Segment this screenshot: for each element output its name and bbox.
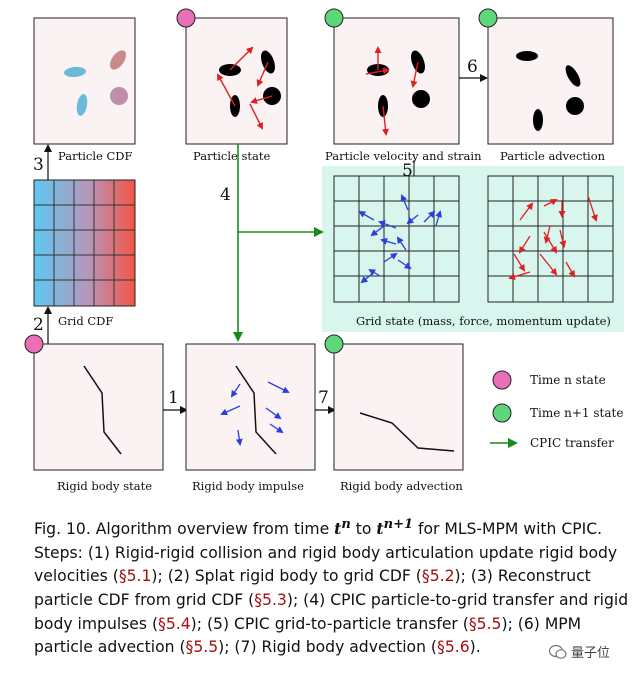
time-n-dot-particle-state xyxy=(176,8,196,28)
section-ref-link[interactable]: §5.4 xyxy=(158,614,191,633)
legend-time-n-label: Time n state xyxy=(530,373,606,387)
rigid-body-impulse-panel: Rigid body impulse xyxy=(185,343,316,493)
grid-state-label: Grid state (mass, force, momentum update… xyxy=(356,314,611,328)
figure-caption: Fig. 10. Algorithm overview from time tn… xyxy=(34,513,630,660)
rigid-body-advection-panel: Rigid body advection xyxy=(333,343,464,493)
caption-text: ); (7) Rigid body advection ( xyxy=(218,638,438,657)
grid-cdf-panel: Grid CDF xyxy=(33,179,136,328)
section-ref-link[interactable]: §5.6 xyxy=(437,638,470,657)
step-1-number: 1 xyxy=(168,388,179,408)
time-n1-dot-particle-velocity xyxy=(324,8,344,28)
particle-state-label: Particle state xyxy=(193,149,270,163)
section-ref-link[interactable]: §5.5 xyxy=(468,614,502,633)
caption-text: ); (6) MPM particle advection ( xyxy=(34,614,582,657)
rigid-body-state-panel: Rigid body state xyxy=(33,343,164,493)
grid-state-background xyxy=(322,166,624,332)
particle-advection-panel: Particle advection xyxy=(487,17,614,163)
step-7-number: 7 xyxy=(318,388,329,408)
particle-state-panel: Particle state xyxy=(185,17,288,163)
section-ref-link[interactable]: §5.1 xyxy=(118,567,152,586)
section-ref-link[interactable]: §5.2 xyxy=(421,567,455,586)
legend-time-n1-label: Time n+1 state xyxy=(530,406,623,420)
wechat-icon xyxy=(548,644,567,659)
step-4-number: 4 xyxy=(220,185,231,205)
time-n1-dot-particle-advection xyxy=(478,8,498,28)
step-5-number: 5 xyxy=(402,161,413,181)
caption-text: ); (3) Reconstruct particle CDF from gri… xyxy=(34,567,591,609)
particle-velocity-strain-label: Particle velocity and strain xyxy=(325,149,482,163)
rigid-body-impulse-label: Rigid body impulse xyxy=(192,479,304,493)
caption-text: Algorithm overview from time xyxy=(95,520,330,539)
figure-number: Fig. 10. xyxy=(34,520,91,539)
legend-time-n-dot xyxy=(492,370,512,390)
legend: Time n state Time n+1 state CPIC transfe… xyxy=(490,370,623,450)
math-t-n1: tn+1 xyxy=(376,517,414,539)
particle-advection-label: Particle advection xyxy=(500,149,606,163)
watermark: 量子位 xyxy=(548,642,610,661)
step-6-number: 6 xyxy=(467,57,478,77)
math-t-n: tn xyxy=(334,517,351,539)
grid-state-right xyxy=(487,175,614,303)
section-ref-link[interactable]: §5.3 xyxy=(254,590,287,609)
caption-text: to xyxy=(355,520,372,539)
grid-cdf-label: Grid CDF xyxy=(58,314,113,328)
grid-state-left xyxy=(333,175,460,303)
caption-text: ); (5) CPIC grid-to-particle transfer ( xyxy=(190,614,469,633)
caption-text: ); (4) CPIC particle-to-grid transfer an… xyxy=(34,590,629,633)
caption-text: ); (2) Splat rigid body to grid CDF ( xyxy=(151,567,422,586)
section-ref-link[interactable]: §5.5 xyxy=(185,638,219,657)
particle-cdf-label: Particle CDF xyxy=(58,149,132,163)
legend-time-n1-dot xyxy=(492,403,512,423)
rigid-body-state-label: Rigid body state xyxy=(57,479,152,493)
algorithm-figure: Particle CDF Particle state Particle vel… xyxy=(24,8,624,493)
caption-text: ). xyxy=(469,638,481,657)
step-2-number: 2 xyxy=(33,315,44,335)
particle-cdf-panel: Particle CDF xyxy=(33,17,136,163)
watermark-text: 量子位 xyxy=(570,646,610,661)
particle-velocity-strain-panel: Particle velocity and strain xyxy=(325,17,482,163)
time-n1-dot-rigid-body-advection xyxy=(324,334,344,354)
cpic-transfer-arrows xyxy=(233,144,324,342)
caption-text: for MLS-MPM with CPIC. Steps: (1) Rigid-… xyxy=(34,520,618,586)
rigid-body-advection-label: Rigid body advection xyxy=(340,479,463,493)
time-n-dot-rigid-body xyxy=(24,334,44,354)
step-3-number: 3 xyxy=(33,155,44,175)
legend-cpic-label: CPIC transfer xyxy=(530,436,614,450)
